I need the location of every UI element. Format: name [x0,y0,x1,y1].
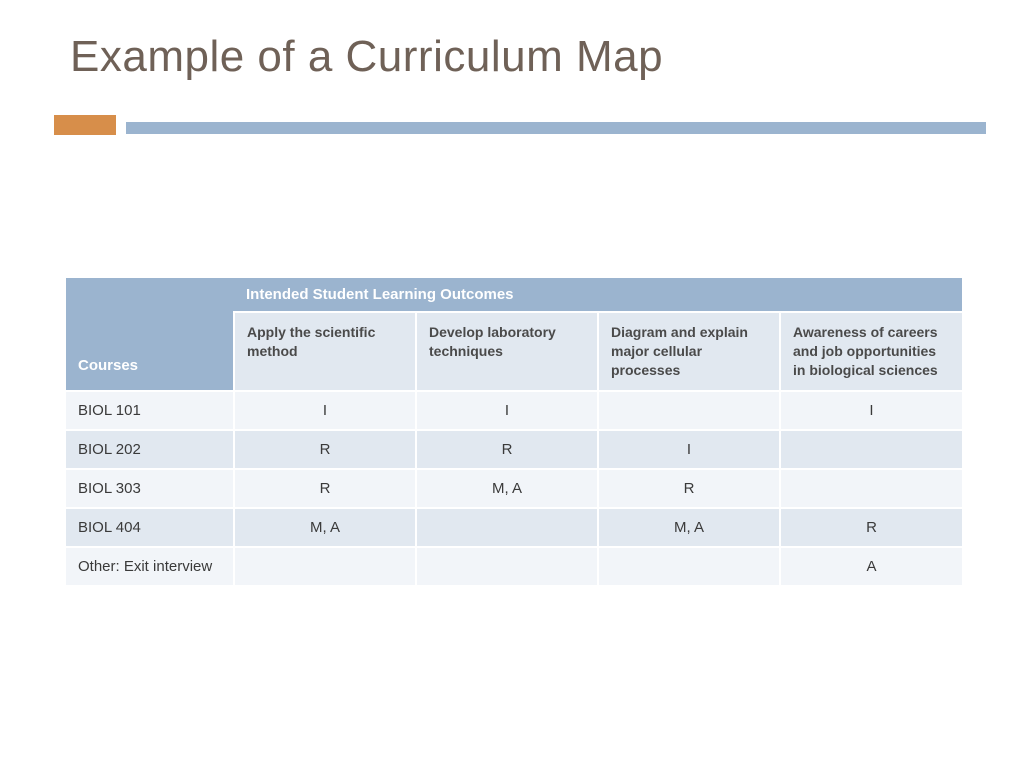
cell-value: M, A [234,508,416,547]
table-row: BIOL 303 R M, A R [66,469,962,508]
header-outcome-1: Apply the scientific method [234,312,416,391]
cell-course: BIOL 404 [66,508,234,547]
page-title: Example of a Curriculum Map [0,0,1024,82]
cell-course: Other: Exit interview [66,547,234,585]
cell-value: R [780,508,962,547]
cell-value: I [416,391,598,430]
cell-value: I [234,391,416,430]
cell-value: I [780,391,962,430]
curriculum-table: Courses Intended Student Learning Outcom… [66,278,962,585]
cell-value [416,547,598,585]
cell-value: A [780,547,962,585]
cell-value: I [598,430,780,469]
cell-value: R [598,469,780,508]
cell-value: M, A [598,508,780,547]
cell-value: R [234,430,416,469]
cell-course: BIOL 303 [66,469,234,508]
table-row: Other: Exit interview A [66,547,962,585]
cell-value [780,469,962,508]
header-outcomes-span: Intended Student Learning Outcomes [234,278,962,312]
cell-value [780,430,962,469]
accent-bar [0,122,1024,136]
cell-value [234,547,416,585]
cell-value: M, A [416,469,598,508]
table-row: BIOL 101 I I I [66,391,962,430]
slide: Example of a Curriculum Map Courses Inte… [0,0,1024,768]
header-outcome-2: Develop laboratory techniques [416,312,598,391]
accent-orange-block [54,115,116,135]
cell-value [598,547,780,585]
accent-blue-bar [126,122,986,134]
header-outcome-3: Diagram and explain major cellular proce… [598,312,780,391]
header-outcome-4: Awareness of careers and job opportuniti… [780,312,962,391]
table-row: BIOL 404 M, A M, A R [66,508,962,547]
header-courses: Courses [66,278,234,391]
cell-value [416,508,598,547]
cell-value: R [234,469,416,508]
cell-value: R [416,430,598,469]
curriculum-table-container: Courses Intended Student Learning Outcom… [66,278,962,585]
table-row: BIOL 202 R R I [66,430,962,469]
cell-course: BIOL 101 [66,391,234,430]
cell-course: BIOL 202 [66,430,234,469]
cell-value [598,391,780,430]
